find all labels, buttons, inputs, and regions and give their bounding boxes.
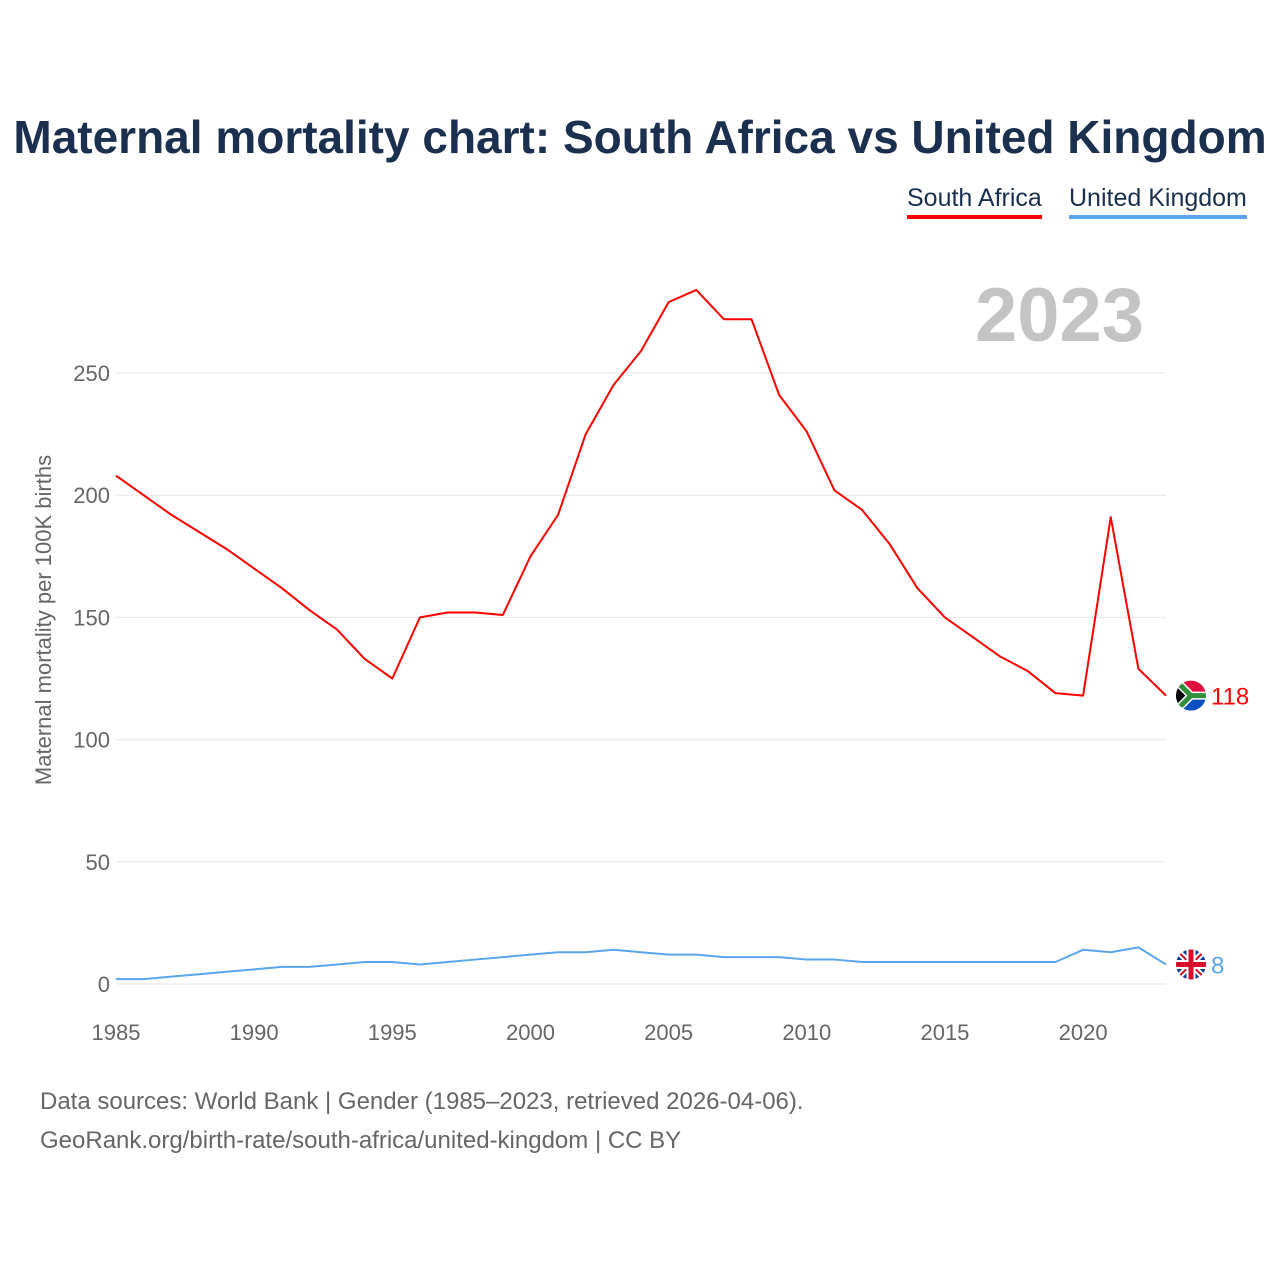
south-africa-flag-icon bbox=[1176, 680, 1206, 711]
source-line-2[interactable]: GeoRank.org/birth-rate/south-africa/unit… bbox=[40, 1127, 682, 1154]
end-value-label: 118 bbox=[1211, 684, 1249, 711]
x-tick-label: 1990 bbox=[230, 1020, 279, 1045]
y-tick-label: 200 bbox=[73, 483, 110, 508]
legend-south-africa[interactable]: South Africa bbox=[907, 184, 1042, 219]
y-tick-label: 0 bbox=[98, 972, 110, 997]
series-line-united-kingdom bbox=[116, 946, 1167, 981]
year-annotation: 2023 bbox=[975, 273, 1145, 358]
x-tick-label: 2010 bbox=[782, 1020, 831, 1045]
uk-flag-icon bbox=[1176, 949, 1206, 980]
chart-title: Maternal mortality chart: South Africa v… bbox=[13, 111, 1267, 163]
legend-united-kingdom[interactable]: United Kingdom bbox=[1069, 184, 1247, 219]
y-tick-label: 250 bbox=[73, 361, 110, 386]
source-line-1: Data sources: World Bank | Gender (1985–… bbox=[40, 1088, 804, 1115]
end-value-label: 8 bbox=[1211, 952, 1224, 979]
y-tick-label: 150 bbox=[73, 605, 110, 630]
y-axis-label: Maternal mortality per 100K births bbox=[31, 455, 56, 785]
y-tick-label: 50 bbox=[86, 850, 110, 875]
x-tick-label: 2000 bbox=[506, 1020, 555, 1045]
y-tick-label: 100 bbox=[73, 728, 110, 753]
x-tick-label: 1985 bbox=[92, 1020, 141, 1045]
x-tick-label: 2005 bbox=[644, 1020, 693, 1045]
series-line-south-africa bbox=[115, 288, 1167, 697]
x-tick-label: 2020 bbox=[1059, 1020, 1108, 1045]
x-tick-label: 1995 bbox=[368, 1020, 417, 1045]
x-tick-label: 2015 bbox=[920, 1020, 969, 1045]
